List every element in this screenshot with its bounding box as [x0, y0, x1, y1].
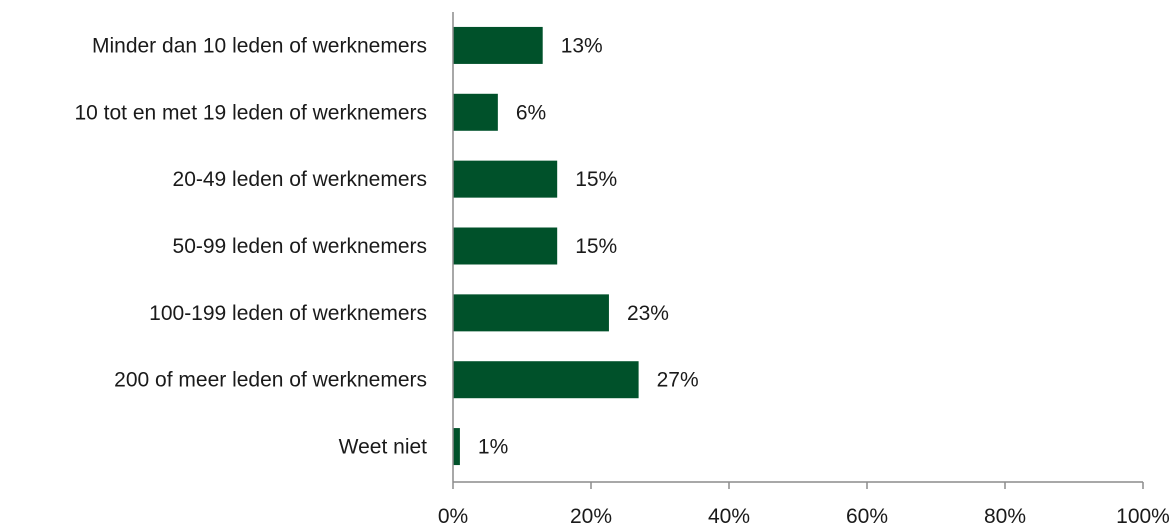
x-tick-label: 60% [846, 505, 888, 528]
x-tick-label: 20% [570, 505, 612, 528]
bar [453, 227, 558, 265]
x-tick-label: 0% [438, 505, 468, 528]
bar [453, 160, 558, 198]
category-label: 10 tot en met 19 leden of werknemers [74, 101, 427, 124]
category-labels-group: Minder dan 10 leden of werknemers 10 tot … [74, 34, 427, 458]
value-label: 6% [516, 101, 546, 124]
bar [453, 428, 460, 466]
bar [453, 361, 639, 399]
bar [453, 26, 543, 64]
axes-group: 0% 20% 40% 60% 80% 100% [438, 12, 1170, 528]
bar [453, 93, 498, 131]
category-label: Minder dan 10 leden of werknemers [92, 34, 427, 57]
category-label: 20-49 leden of werknemers [173, 168, 427, 191]
x-tick-label: 100% [1116, 505, 1170, 528]
value-label: 27% [657, 369, 699, 392]
value-labels-group: 13% 6% 15% 15% 23% 27% 1% [478, 34, 699, 458]
value-label: 15% [575, 235, 617, 258]
bars-group [453, 26, 639, 466]
category-label: 200 of meer leden of werknemers [114, 369, 427, 392]
category-label: 50-99 leden of werknemers [173, 235, 427, 258]
category-label: 100-199 leden of werknemers [149, 302, 427, 325]
value-label: 23% [627, 302, 669, 325]
value-label: 13% [561, 34, 603, 57]
category-label: Weet niet [339, 436, 427, 459]
value-label: 15% [575, 168, 617, 191]
x-tick-label: 80% [984, 505, 1026, 528]
x-tick-label: 40% [708, 505, 750, 528]
bar [453, 294, 609, 332]
value-label: 1% [478, 436, 508, 459]
